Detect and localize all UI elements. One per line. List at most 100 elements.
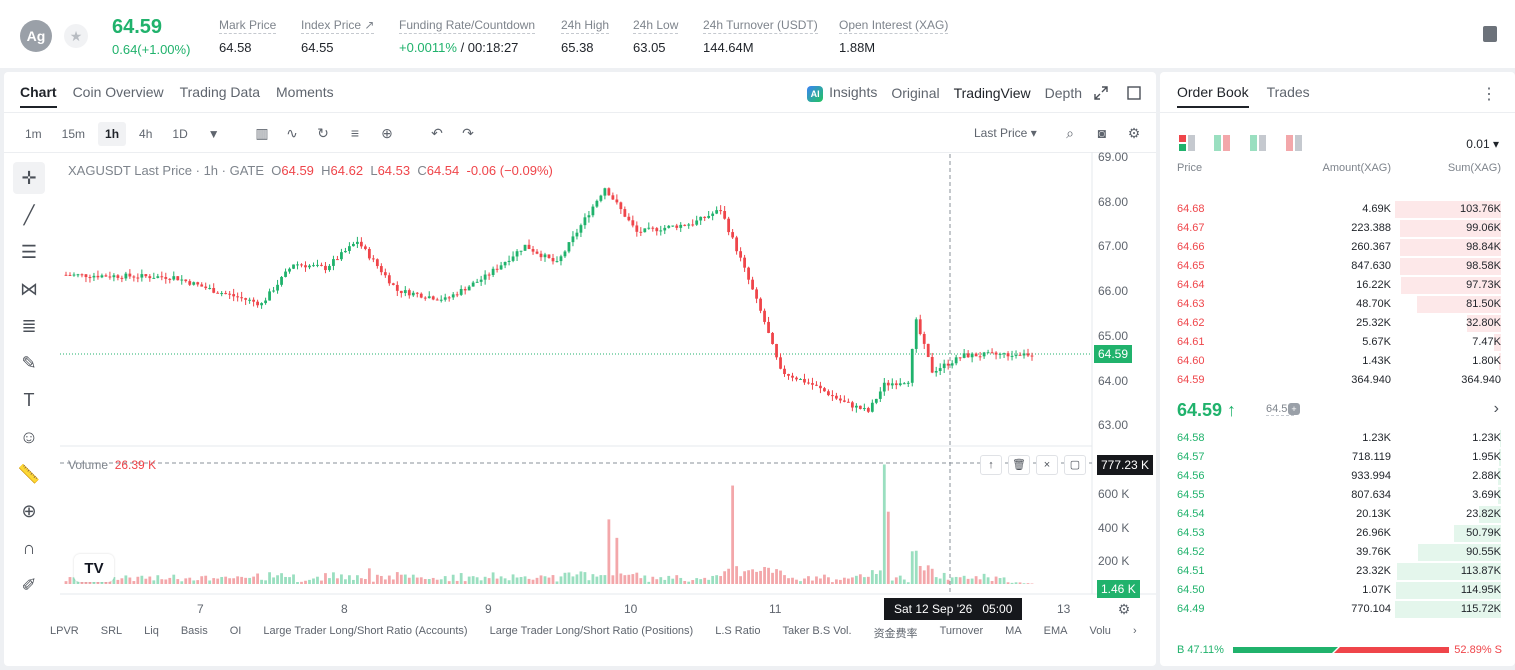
timeframe-dropdown-icon[interactable]: ▼ — [207, 127, 220, 141]
alert-icon[interactable]: ⊕ — [381, 125, 393, 141]
asks-row[interactable]: 64.63 48.70K 81.50K — [1160, 295, 1515, 314]
asks-row[interactable]: 64.61 5.67K 7.47K — [1160, 333, 1515, 352]
favorite-star-icon[interactable]: ★ — [64, 24, 88, 48]
camera-icon[interactable]: ◙ — [1097, 125, 1107, 141]
fullscreen-icon[interactable] — [1127, 86, 1141, 100]
horizontal-lines-icon[interactable]: ☰ — [20, 241, 38, 262]
view-asks-icon[interactable] — [1286, 135, 1302, 151]
bids-row[interactable]: 64.56 933.994 2.88K — [1160, 467, 1515, 486]
bids-row[interactable]: 64.58 1.23K 1.23K — [1160, 429, 1515, 448]
asks-row[interactable]: 64.64 16.22K 97.73K — [1160, 276, 1515, 295]
maximize-pane-icon[interactable]: ▢ — [1064, 455, 1086, 475]
indicator-item[interactable]: Taker B.S Vol. — [782, 625, 852, 637]
indicator-item[interactable]: Basis — [180, 625, 208, 637]
bids-row[interactable]: 64.54 20.13K 23.82K — [1160, 505, 1515, 524]
timeframe-1d[interactable]: 1D — [172, 127, 188, 141]
templates-icon[interactable]: ≡ — [350, 125, 360, 141]
bids-row[interactable]: 64.49 770.104 115.72K — [1160, 600, 1515, 619]
more-options-icon[interactable]: ⋮ — [1481, 86, 1497, 103]
fib-icon[interactable]: ≣ — [21, 315, 37, 336]
chevron-right-icon[interactable]: › — [1493, 400, 1499, 417]
crosshair-icon[interactable]: ✛ — [13, 162, 45, 194]
zoom-in-icon[interactable]: ⊕ — [21, 500, 37, 521]
indicator-item[interactable]: Large Trader Long/Short Ratio (Positions… — [489, 625, 694, 637]
volume-bar — [699, 579, 703, 584]
view-tradingview[interactable]: TradingView — [953, 85, 1031, 101]
insights-button[interactable]: AI Insights — [807, 84, 877, 102]
search-icon[interactable]: ⌕ — [1066, 125, 1074, 141]
asks-row[interactable]: 64.60 1.43K 1.80K — [1160, 352, 1515, 371]
view-mixed-icon[interactable] — [1214, 135, 1230, 151]
pattern-icon[interactable]: ⋈ — [20, 278, 38, 299]
indicators-icon[interactable]: ∿ — [286, 125, 298, 141]
order-sum: 98.58K — [1466, 260, 1501, 272]
text-icon[interactable]: T — [23, 389, 35, 410]
compare-icon[interactable]: ↻ — [317, 125, 329, 141]
notebook-icon[interactable] — [1483, 26, 1497, 42]
ruler-icon[interactable]: 📏 — [17, 463, 41, 484]
timeframe-4h[interactable]: 4h — [139, 127, 153, 141]
indicator-item[interactable]: OI — [229, 625, 242, 637]
delete-pane-icon[interactable]: 🗑 — [1008, 455, 1030, 475]
bids-row[interactable]: 64.55 807.634 3.69K — [1160, 486, 1515, 505]
indicator-item[interactable]: L.S Ratio — [715, 625, 761, 637]
candle-type-icon[interactable]: ▥ — [255, 125, 269, 141]
candle-body — [831, 395, 834, 397]
view-bids-icon[interactable] — [1250, 135, 1266, 151]
asks-row[interactable]: 64.67 223.388 99.06K — [1160, 219, 1515, 238]
asks-row[interactable]: 64.65 847.630 98.58K — [1160, 257, 1515, 276]
candlestick-chart[interactable] — [4, 72, 1156, 666]
timeframe-15m[interactable]: 15m — [61, 127, 86, 141]
tab-order-book[interactable]: Order Book — [1177, 84, 1249, 108]
indicator-item[interactable]: EMA — [1043, 625, 1068, 637]
tab-coin-overview[interactable]: Coin Overview — [72, 84, 164, 100]
bids-row[interactable]: 64.50 1.07K 114.95K — [1160, 581, 1515, 600]
view-depth[interactable]: Depth — [1044, 85, 1082, 101]
tab-trades[interactable]: Trades — [1266, 84, 1310, 100]
expand-icon[interactable] — [1094, 86, 1108, 100]
tab-moments[interactable]: Moments — [276, 84, 334, 100]
view-both-icon[interactable] — [1179, 135, 1195, 151]
indicator-item[interactable]: Large Trader Long/Short Ratio (Accounts) — [263, 625, 468, 637]
tab-trading-data[interactable]: Trading Data — [179, 84, 261, 100]
price-type-select[interactable]: Last Price ▾ — [974, 126, 1037, 140]
timeframe-1h[interactable]: 1h — [98, 122, 127, 146]
indicator-item[interactable]: Liq — [144, 625, 159, 637]
candle-body — [703, 216, 707, 218]
undo-icon[interactable]: ↶ — [431, 125, 443, 141]
redo-icon[interactable]: ↷ — [462, 125, 474, 141]
indicator-item[interactable]: 资金费率 — [873, 628, 918, 640]
brush-icon[interactable]: ✎ — [21, 352, 37, 373]
indicator-item[interactable]: Volu — [1089, 625, 1111, 637]
lock-pencil-icon[interactable]: ✐ — [21, 574, 37, 595]
bids-row[interactable]: 64.53 26.96K 50.79K — [1160, 524, 1515, 543]
emoji-icon[interactable]: ☺ — [19, 426, 39, 447]
collapse-pane-icon[interactable]: × — [1036, 455, 1058, 475]
indicator-item[interactable]: MA — [1005, 625, 1022, 637]
chevron-right-icon[interactable]: › — [1132, 625, 1137, 637]
indicator-item[interactable]: SRL — [100, 625, 123, 637]
indicator-item[interactable]: Turnover — [939, 625, 984, 637]
view-original[interactable]: Original — [891, 85, 940, 101]
bids-row[interactable]: 64.57 718.119 1.95K — [1160, 448, 1515, 467]
stat-index-price[interactable]: Index Price ↗ 64.55 — [301, 18, 375, 55]
timeframe-1m[interactable]: 1m — [25, 127, 42, 141]
bids-row[interactable]: 64.51 23.32K 113.87K — [1160, 562, 1515, 581]
bids-row[interactable]: 64.52 39.76K 90.55K — [1160, 543, 1515, 562]
move-up-button[interactable]: ↑ — [980, 455, 1002, 475]
volume-bar — [763, 566, 766, 584]
axis-settings-icon[interactable]: ⚙ — [1117, 601, 1131, 617]
precision-select[interactable]: 0.01 ▾ — [1466, 137, 1499, 151]
trend-line-icon[interactable]: ╱ — [23, 204, 35, 225]
magnet-icon[interactable]: ∩ — [22, 537, 36, 558]
candle-body — [359, 241, 363, 247]
asks-row[interactable]: 64.66 260.367 98.84K — [1160, 238, 1515, 257]
asks-row[interactable]: 64.68 4.69K 103.76K — [1160, 200, 1515, 219]
candle-body — [519, 250, 523, 252]
settings-gear-icon[interactable]: ⚙ — [1127, 125, 1141, 141]
asks-row[interactable]: 64.59 364.940 364.940 — [1160, 371, 1515, 390]
candle-body — [850, 402, 854, 408]
asks-row[interactable]: 64.62 25.32K 32.80K — [1160, 314, 1515, 333]
indicator-item[interactable]: LPVR — [50, 625, 79, 637]
tab-chart[interactable]: Chart — [20, 84, 57, 108]
